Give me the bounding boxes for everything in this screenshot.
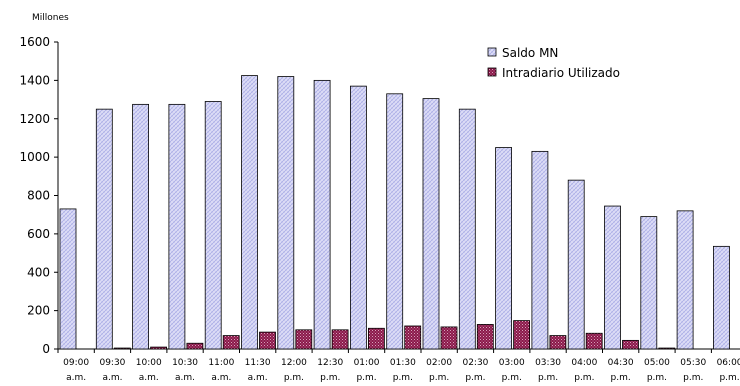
x-tick-label-period: p.m. [393,373,413,383]
x-tick-label-period: a.m. [66,373,86,383]
x-tick-label-period: p.m. [611,373,631,383]
bar-saldo-mn [713,245,730,350]
bar-saldo-mn [604,205,621,350]
bar-intradiario-utilizado [150,346,168,350]
bar-intradiario-utilizado [622,339,639,350]
bar-intradiario-utilizado [440,326,458,350]
bar-saldo-mn [59,208,77,350]
x-tick-label-time: 03:30 [535,358,561,368]
bar-intradiario-utilizado [259,331,276,350]
bar-saldo-mn [277,76,295,350]
bar-saldo-mn [349,85,367,350]
bar-saldo-mn [422,98,440,350]
legend: Saldo MN Intradiario Utilizado [487,46,620,80]
bar-intradiario-utilizado [585,332,603,350]
y-tick-label: 200 [27,304,50,318]
x-tick-label-period: p.m. [538,373,558,383]
y-tick-label: 1200 [19,112,50,126]
x-tick-label-time: 11:00 [208,358,234,368]
bars [59,75,730,350]
x-tick-label-time: 05:30 [680,358,706,368]
bar-saldo-mn [386,93,404,350]
legend-swatch [487,47,497,57]
x-tick-label-time: 02:30 [462,358,488,368]
legend-label: Intradiario Utilizado [502,66,620,80]
x-tick-label-time: 05:00 [644,358,670,368]
bar-saldo-mn [458,108,476,350]
x-tick-label-period: a.m. [102,373,122,383]
x-tick-label-period: p.m. [719,373,739,383]
y-tick-label: 1000 [19,150,50,164]
x-tick-label-period: p.m. [284,373,304,383]
x-tick-label-time: 09:00 [63,358,89,368]
bar-saldo-mn [204,101,222,350]
bar-intradiario-utilizado [658,347,676,350]
bar-saldo-mn [640,216,658,350]
legend-label: Saldo MN [502,46,558,60]
x-tick-label-time: 01:00 [354,358,380,368]
x-tick-label-period: p.m. [574,373,594,383]
y-axis-ticks: 0 200 400 600 800 1000 1200 1400 1600 [19,35,58,356]
bar-intradiario-utilizado [222,335,240,350]
bar-intradiario-utilizado [367,327,385,350]
x-tick-label-time: 01:30 [390,358,416,368]
x-tick-label-period: p.m. [429,373,449,383]
x-tick-label-time: 10:30 [172,358,198,368]
x-tick-label-period: a.m. [211,373,231,383]
x-tick-label-period: a.m. [248,373,268,383]
bar-saldo-mn [676,210,694,350]
bar-saldo-mn [241,75,258,350]
x-tick-label-time: 11:30 [245,358,271,368]
legend-swatch [487,67,497,77]
y-unit-label: Millones [32,13,69,23]
y-tick-label: 600 [27,227,50,241]
y-tick-label: 800 [27,189,50,203]
x-tick-label-time: 10:00 [136,358,162,368]
x-tick-label-time: 02:00 [426,358,452,368]
x-tick-label-period: p.m. [683,373,703,383]
x-tick-label-period: a.m. [175,373,195,383]
x-tick-label-period: p.m. [356,373,376,383]
y-tick-label: 1600 [19,35,50,49]
bar-saldo-mn [567,179,585,350]
x-tick-label-time: 03:00 [499,358,525,368]
x-tick-label-time: 06:00 [717,358,740,368]
bar-saldo-mn [313,79,331,350]
bar-intradiario-utilizado [549,335,567,350]
x-tick-label-period: p.m. [647,373,667,383]
x-tick-label-time: 12:30 [317,358,343,368]
bar-saldo-mn [168,103,186,350]
y-tick-label: 0 [42,342,50,356]
y-tick-label: 1400 [19,73,50,87]
bar-intradiario-utilizado [186,342,204,350]
x-tick-label-time: 12:00 [281,358,307,368]
bar-intradiario-utilizado [513,320,530,350]
bar-intradiario-utilizado [404,325,422,350]
x-tick-label-period: p.m. [320,373,340,383]
bar-intradiario-utilizado [295,329,313,350]
y-tick-label: 400 [27,265,50,279]
x-tick-label-period: p.m. [502,373,522,383]
bar-saldo-mn [531,150,549,350]
bar-saldo-mn [132,103,150,350]
bar-intradiario-utilizado [331,329,349,350]
x-tick-label-time: 04:00 [571,358,597,368]
x-tick-label-period: p.m. [465,373,485,383]
x-axis-labels: 09:00 a.m. 09:30 a.m. 10:00 a.m. 10:30 a.m. 11:0… [57,349,740,383]
bar-saldo-mn [95,108,113,350]
bar-intradiario-utilizado [476,324,494,350]
x-tick-label-period: a.m. [139,373,159,383]
bar-intradiario-utilizado [113,347,131,350]
x-tick-label-time: 04:30 [608,358,634,368]
x-tick-label-time: 09:30 [99,358,125,368]
bar-saldo-mn [495,147,513,350]
